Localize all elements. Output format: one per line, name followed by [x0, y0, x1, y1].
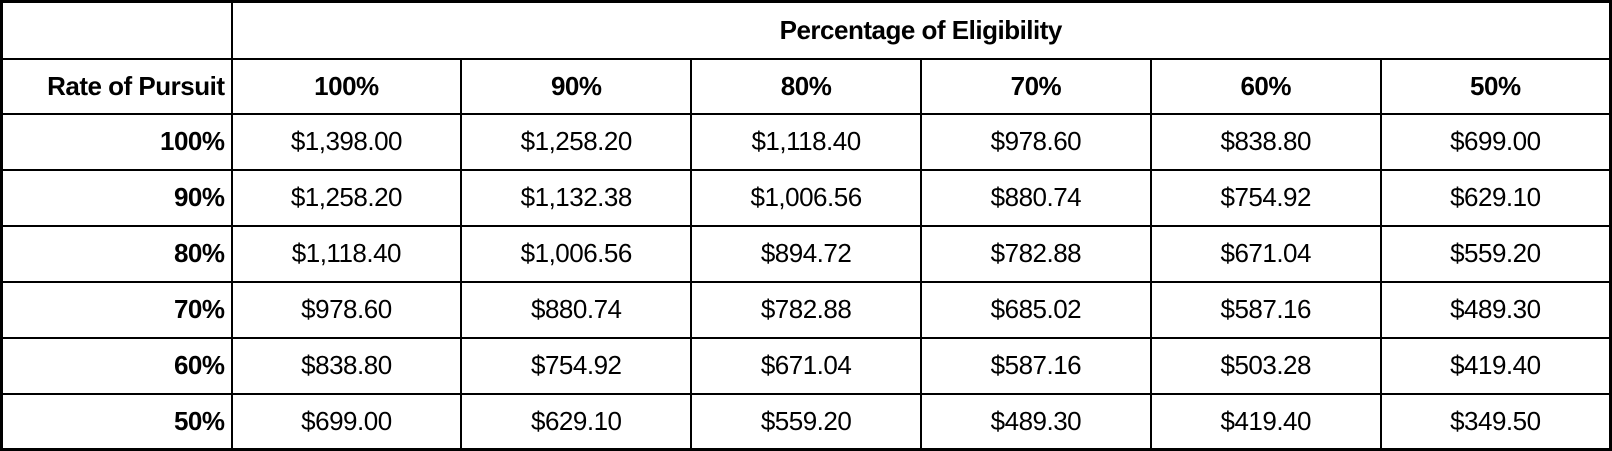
data-cell: $699.00: [1379, 112, 1612, 171]
data-cell: $419.40: [1149, 392, 1382, 451]
row-label-80: 80%: [0, 224, 233, 283]
table-row: 90% $1,258.20 $1,132.38 $1,006.56 $880.7…: [0, 168, 1612, 227]
column-header-70: 70%: [919, 57, 1152, 115]
column-header-60: 60%: [1149, 57, 1382, 115]
row-axis-header: Rate of Pursuit: [0, 57, 233, 115]
data-cell: $1,398.00: [230, 112, 463, 171]
data-cell: $629.10: [460, 392, 693, 451]
data-cell: $1,258.20: [460, 112, 693, 171]
data-cell: $685.02: [919, 280, 1152, 339]
data-cell: $699.00: [230, 392, 463, 451]
data-cell: $782.88: [690, 280, 922, 339]
data-cell: $782.88: [919, 224, 1152, 283]
data-cell: $1,006.56: [460, 224, 693, 283]
table-row: 60% $838.80 $754.92 $671.04 $587.16 $503…: [0, 336, 1612, 395]
data-cell: $489.30: [919, 392, 1152, 451]
table-row: Rate of Pursuit 100% 90% 80% 70% 60% 50%: [0, 57, 1612, 115]
data-cell: $1,118.40: [230, 224, 463, 283]
table-row: Percentage of Eligibility: [0, 0, 1612, 60]
row-label-60: 60%: [0, 336, 233, 395]
data-cell: $349.50: [1379, 392, 1612, 451]
data-cell: $503.28: [1149, 336, 1382, 395]
data-cell: $978.60: [919, 112, 1152, 171]
data-cell: $559.20: [690, 392, 922, 451]
table-row: 100% $1,398.00 $1,258.20 $1,118.40 $978.…: [0, 112, 1612, 171]
corner-cell: [0, 0, 233, 60]
data-cell: $587.16: [1149, 280, 1382, 339]
data-cell: $671.04: [1149, 224, 1382, 283]
table-row: 80% $1,118.40 $1,006.56 $894.72 $782.88 …: [0, 224, 1612, 283]
data-cell: $894.72: [690, 224, 922, 283]
data-cell: $629.10: [1379, 168, 1612, 227]
data-cell: $671.04: [690, 336, 922, 395]
column-header-90: 90%: [460, 57, 693, 115]
table-title: Percentage of Eligibility: [230, 0, 1612, 60]
data-cell: $880.74: [919, 168, 1152, 227]
table-row: 50% $699.00 $629.10 $559.20 $489.30 $419…: [0, 392, 1612, 451]
data-cell: $838.80: [1149, 112, 1382, 171]
data-cell: $587.16: [919, 336, 1152, 395]
data-cell: $838.80: [230, 336, 463, 395]
column-header-100: 100%: [230, 57, 463, 115]
table-row: 70% $978.60 $880.74 $782.88 $685.02 $587…: [0, 280, 1612, 339]
row-label-100: 100%: [0, 112, 233, 171]
data-cell: $489.30: [1379, 280, 1612, 339]
data-cell: $754.92: [460, 336, 693, 395]
data-cell: $1,258.20: [230, 168, 463, 227]
column-header-80: 80%: [690, 57, 922, 115]
data-cell: $880.74: [460, 280, 693, 339]
row-label-70: 70%: [0, 280, 233, 339]
data-cell: $754.92: [1149, 168, 1382, 227]
column-header-50: 50%: [1379, 57, 1612, 115]
row-label-50: 50%: [0, 392, 233, 451]
data-cell: $1,118.40: [690, 112, 922, 171]
data-cell: $1,132.38: [460, 168, 693, 227]
data-cell: $559.20: [1379, 224, 1612, 283]
row-label-90: 90%: [0, 168, 233, 227]
data-cell: $419.40: [1379, 336, 1612, 395]
data-cell: $1,006.56: [690, 168, 922, 227]
data-cell: $978.60: [230, 280, 463, 339]
